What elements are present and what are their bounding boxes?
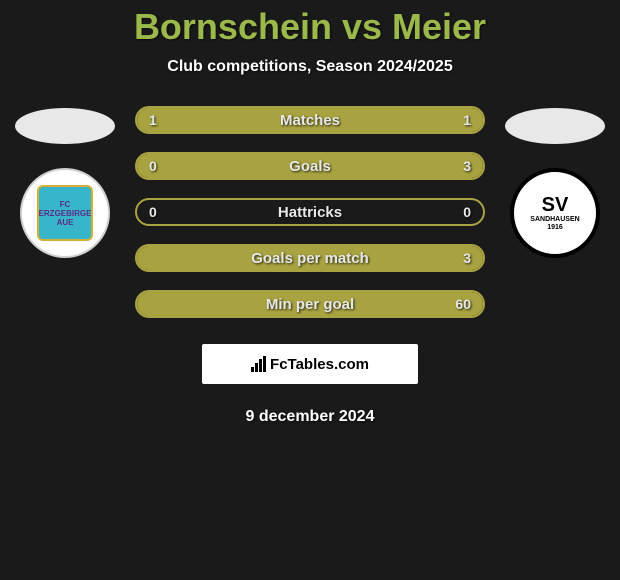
stat-row: 1 Matches 1 <box>135 106 485 134</box>
stat-value-right: 0 <box>463 204 471 220</box>
stat-row: Goals per match 3 <box>135 244 485 272</box>
stat-bars: 1 Matches 1 0 Goals 3 0 Hattricks 0 Goals per mat… <box>135 106 485 318</box>
stat-label: Min per goal <box>266 296 354 313</box>
team-badge-left-label: FC ERZGEBIRGE AUE <box>37 185 93 241</box>
stat-value-right: 3 <box>463 250 471 266</box>
watermark-text: FcTables.com <box>270 356 369 373</box>
stat-row: 0 Goals 3 <box>135 152 485 180</box>
stat-value-right: 60 <box>455 296 471 312</box>
stat-value-left: 0 <box>149 158 157 174</box>
page-title: Bornschein vs Meier <box>0 6 620 48</box>
stat-row: 0 Hattricks 0 <box>135 198 485 226</box>
infographic-container: Bornschein vs Meier Club competitions, S… <box>0 0 620 426</box>
team-badge-right-label: SV SANDHAUSEN 1916 <box>525 183 585 243</box>
watermark: FcTables.com <box>202 344 418 384</box>
stats-area: FC ERZGEBIRGE AUE 1 Matches 1 0 Goals 3 0 Hattr… <box>0 106 620 318</box>
stat-value-left: 1 <box>149 112 157 128</box>
stat-label: Hattricks <box>278 204 342 221</box>
date-label: 9 december 2024 <box>0 408 620 426</box>
stat-label: Goals per match <box>251 250 369 267</box>
team-badge-left: FC ERZGEBIRGE AUE <box>20 168 110 258</box>
right-column: SV SANDHAUSEN 1916 <box>495 106 615 258</box>
subtitle: Club competitions, Season 2024/2025 <box>0 58 620 76</box>
stat-value-left: 0 <box>149 204 157 220</box>
stat-label: Matches <box>280 112 340 129</box>
team-badge-right: SV SANDHAUSEN 1916 <box>510 168 600 258</box>
left-column: FC ERZGEBIRGE AUE <box>5 106 125 258</box>
stat-value-right: 1 <box>463 112 471 128</box>
stat-value-right: 3 <box>463 158 471 174</box>
player-photo-left <box>15 108 115 144</box>
stat-row: Min per goal 60 <box>135 290 485 318</box>
stat-label: Goals <box>289 158 331 175</box>
player-photo-right <box>505 108 605 144</box>
bar-chart-icon <box>251 356 266 372</box>
